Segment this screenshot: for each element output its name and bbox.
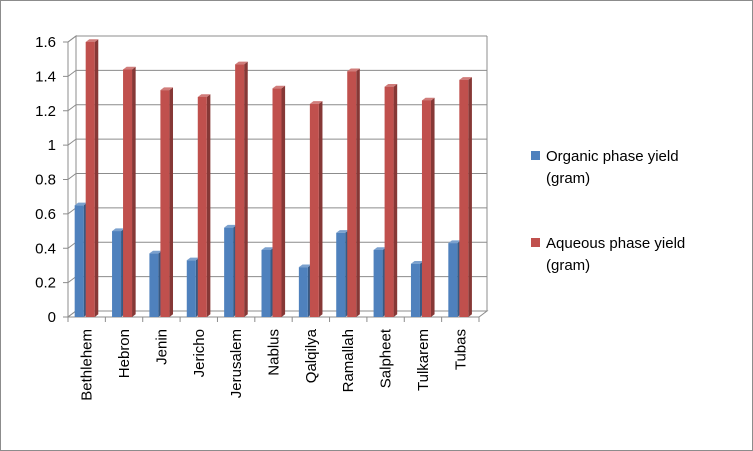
bar-aqueous-hebron-side <box>132 66 136 317</box>
bar-organic-tubas <box>448 243 458 317</box>
bar-aqueous-qalqilya-top <box>309 101 323 104</box>
y-tick-label: 0.2 <box>35 275 56 292</box>
side-gridline <box>67 276 77 284</box>
bar-aqueous-ramallah-top <box>347 68 360 72</box>
bar-aqueous-tubas <box>459 79 469 317</box>
x-tick-label: Salpheet <box>378 328 395 388</box>
y-tick-label: 1.6 <box>35 34 56 51</box>
legend-label: Aqueous phase yield <box>546 235 685 252</box>
bar-aqueous-jenin-side <box>169 87 174 317</box>
x-tick-label: Ramallah <box>340 329 357 392</box>
side-gridline <box>67 69 77 77</box>
bar-organic-salpheet <box>373 249 383 317</box>
bar-organic-nablus-top <box>261 247 275 250</box>
x-tick-label: Qalqilya <box>303 328 320 383</box>
bar-organic-qalqilya <box>298 267 308 317</box>
x-tick-label: Tubas <box>452 329 469 370</box>
bar-aqueous-tulkarem-side <box>430 97 435 317</box>
bar-organic-bethlehem <box>74 205 84 317</box>
bar-aqueous-hebron <box>123 69 133 317</box>
side-gridline <box>67 173 77 180</box>
bar-organic-salpheet-top <box>373 247 387 250</box>
bar-aqueous-ramallah-side <box>356 68 360 317</box>
bar-aqueous-bethlehem-top <box>85 39 99 42</box>
y-tick-label: 1.4 <box>35 68 56 85</box>
bar-organic-jerusalem-top <box>224 224 237 228</box>
bar-organic-jericho-top <box>186 257 200 261</box>
bar-organic-qalqilya-top <box>298 264 312 268</box>
x-tick-label: Jenin <box>153 329 170 365</box>
bar-aqueous-tulkarem-top <box>421 97 435 101</box>
bar-organic-nablus <box>261 249 271 317</box>
bar-aqueous-salpheet-side <box>393 83 398 317</box>
bar-organic-ramallah-top <box>336 230 349 233</box>
bar-organic-tubas-top <box>448 240 461 244</box>
legend-swatch <box>531 238 540 247</box>
bar-aqueous-jericho-side <box>206 94 211 317</box>
bar-aqueous-tubas-side <box>468 77 472 317</box>
bar-aqueous-qalqilya-side <box>318 101 323 317</box>
legend-label: (gram) <box>546 257 590 274</box>
legend-label: Organic phase yield <box>546 148 679 165</box>
bar-aqueous-nablus <box>272 88 282 317</box>
y-tick-label: 0.4 <box>35 240 56 257</box>
bar-organic-tulkarem <box>410 263 420 317</box>
bar-organic-hebron <box>112 231 122 317</box>
bar-aqueous-tubas-top <box>459 77 472 80</box>
bar-organic-jenin <box>149 253 159 317</box>
bar-aqueous-ramallah <box>347 71 357 317</box>
bar-aqueous-salpheet <box>384 86 394 317</box>
side-gridline <box>67 241 77 249</box>
bar-organic-ramallah <box>336 232 346 317</box>
bar-aqueous-jenin <box>160 90 170 317</box>
x-tick-label: Jericho <box>191 329 208 377</box>
bar-aqueous-bethlehem-side <box>94 39 99 318</box>
x-tick-label: Hebron <box>116 329 133 378</box>
bar-aqueous-qalqilya <box>309 103 319 317</box>
legend-label: (gram) <box>546 170 590 187</box>
bar-organic-bethlehem-top <box>74 202 88 206</box>
y-tick-label: 0.6 <box>35 206 56 223</box>
bar-aqueous-jericho <box>197 97 207 317</box>
x-tick-label: Tulkarem <box>415 329 432 391</box>
bar-aqueous-hebron-top <box>123 66 136 70</box>
bar-aqueous-bethlehem <box>85 42 95 317</box>
bar-aqueous-jerusalem-side <box>244 61 248 317</box>
side-gridline <box>67 104 77 112</box>
x-tick-label: Jerusalem <box>228 329 245 398</box>
legend-swatch <box>531 151 540 160</box>
bar-organic-jericho <box>186 260 196 317</box>
x-tick-label: Nablus <box>266 329 283 376</box>
y-tick-label: 1 <box>48 137 56 154</box>
side-gridline <box>67 207 77 215</box>
y-tick-label: 1.2 <box>35 103 56 120</box>
x-tick-label: Bethlehem <box>79 329 96 401</box>
bar-aqueous-jerusalem <box>235 64 245 317</box>
side-gridline <box>67 138 77 146</box>
bar-aqueous-nablus-side <box>281 85 286 317</box>
y-tick-label: 0.8 <box>35 172 56 189</box>
bar-aqueous-jenin-top <box>160 87 174 91</box>
bar-organic-jenin-top <box>149 250 163 254</box>
bar-organic-jerusalem <box>224 227 234 317</box>
side-gridline <box>67 35 77 43</box>
bar-aqueous-jericho-top <box>197 94 211 97</box>
bar-aqueous-tulkarem <box>421 100 431 317</box>
y-tick-label: 0 <box>48 309 56 326</box>
bar-organic-tulkarem-top <box>410 261 424 264</box>
bar-aqueous-nablus-top <box>272 85 286 89</box>
bar-organic-hebron-top <box>112 228 125 232</box>
bar-aqueous-jerusalem-top <box>235 61 248 65</box>
bar-aqueous-salpheet-top <box>384 83 398 87</box>
